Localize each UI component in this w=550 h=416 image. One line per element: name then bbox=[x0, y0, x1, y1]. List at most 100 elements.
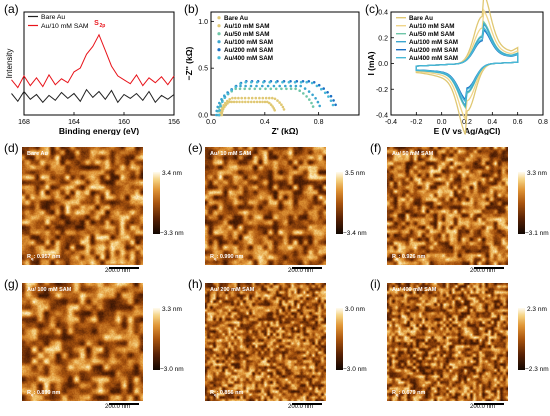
roughness-symbol: R bbox=[392, 390, 396, 396]
data-point bbox=[305, 95, 308, 98]
data-point bbox=[230, 88, 233, 92]
data-point bbox=[334, 103, 337, 107]
data-point bbox=[274, 87, 278, 91]
scale-bar-label: 200.0 nm bbox=[470, 268, 496, 274]
data-point bbox=[310, 81, 314, 85]
data-point bbox=[289, 87, 293, 91]
data-point bbox=[249, 84, 253, 88]
data-point bbox=[215, 109, 218, 113]
data-point bbox=[322, 87, 325, 90]
data-point bbox=[307, 90, 311, 93]
data-point bbox=[226, 102, 229, 105]
data-point bbox=[311, 105, 315, 108]
x-tick-label: 156 bbox=[168, 119, 180, 126]
data-point bbox=[228, 100, 231, 104]
x-tick-label: 0.4 bbox=[487, 119, 497, 126]
roughness-colon: : bbox=[216, 390, 220, 396]
legend-marker bbox=[217, 16, 221, 20]
legend-marker bbox=[217, 48, 221, 52]
data-point bbox=[226, 92, 230, 96]
scale-bar-label: 200.0 nm bbox=[105, 404, 131, 410]
colorbar-min-label: −3.0 nm bbox=[160, 366, 184, 373]
data-point bbox=[234, 85, 237, 88]
data-point bbox=[273, 109, 276, 112]
legend-marker bbox=[217, 56, 221, 60]
legend-label: Au/10 mM SAM bbox=[409, 23, 454, 30]
roughness-value: 0.679 nm bbox=[401, 390, 426, 396]
data-point bbox=[273, 97, 277, 101]
data-point bbox=[276, 99, 279, 102]
colorbar bbox=[518, 172, 525, 234]
s2p-annotation-sub: 2p bbox=[100, 23, 106, 29]
data-point bbox=[258, 100, 262, 104]
data-point bbox=[264, 87, 267, 91]
x-tick-label: -0.4 bbox=[385, 119, 397, 126]
data-point bbox=[262, 80, 265, 84]
series-line bbox=[11, 88, 175, 104]
data-point bbox=[269, 103, 273, 106]
data-point bbox=[228, 97, 231, 101]
data-point bbox=[269, 87, 273, 91]
roughness-symbol-sub: q bbox=[213, 392, 217, 398]
data-point bbox=[230, 100, 233, 104]
scale-bar-label: 200.0 nm bbox=[288, 268, 314, 274]
afm-sample-tag: Bare Au bbox=[27, 151, 48, 157]
data-point bbox=[308, 98, 311, 101]
data-point bbox=[234, 96, 237, 100]
data-point bbox=[239, 84, 242, 88]
legend-label: Au/200 mM SAM bbox=[224, 47, 273, 54]
data-point bbox=[305, 80, 308, 84]
panel-label-a: (a) bbox=[4, 2, 19, 16]
data-point bbox=[254, 96, 258, 100]
cv-curve bbox=[415, 26, 519, 104]
roughness-colon: : bbox=[33, 390, 37, 396]
data-point bbox=[298, 89, 301, 92]
data-point bbox=[244, 100, 247, 104]
colorbar-min-label: −3.0 nm bbox=[343, 366, 367, 373]
data-point bbox=[255, 80, 259, 84]
scale-bar bbox=[109, 403, 139, 405]
y-tick-label: 0.4 bbox=[378, 10, 388, 17]
data-point bbox=[224, 103, 228, 107]
afm-height-map bbox=[205, 283, 326, 401]
data-point bbox=[282, 108, 286, 111]
x-tick-label: 0.2 bbox=[462, 119, 472, 126]
colorbar-max-label: 3.4 nm bbox=[162, 170, 182, 177]
x-tick-label: 0.8 bbox=[314, 119, 324, 126]
afm-sample-tag: Au/ 400 mM SAM bbox=[392, 287, 437, 293]
cv-chart: -0.4 -0.2 0.0 0.2 0.4 0.6 0.8 -0.4 -0.2 0.0 0.2 0.4… bbox=[366, 0, 548, 135]
data-point bbox=[222, 104, 225, 107]
data-point bbox=[266, 84, 270, 88]
data-point bbox=[278, 101, 281, 104]
scale-bar-label: 200.0 nm bbox=[105, 268, 131, 274]
colorbar bbox=[336, 308, 343, 370]
plot-frame bbox=[23, 11, 175, 116]
data-point bbox=[326, 91, 329, 94]
x-tick-label: 168 bbox=[18, 119, 30, 126]
afm-sample-tag: Au/ 200 mM SAM bbox=[210, 287, 255, 293]
y-tick-label: 1.0 bbox=[198, 19, 208, 26]
data-point bbox=[238, 87, 242, 91]
scale-bar bbox=[292, 403, 322, 405]
data-point bbox=[268, 101, 271, 105]
data-point bbox=[299, 84, 302, 88]
data-point bbox=[312, 81, 316, 84]
data-point bbox=[284, 84, 287, 88]
colorbar bbox=[336, 172, 343, 234]
panel-label-f: (f) bbox=[370, 141, 382, 155]
data-point bbox=[271, 96, 274, 100]
x-tick-label: 0.4 bbox=[260, 119, 270, 126]
scale-bar bbox=[474, 403, 504, 405]
data-point bbox=[255, 84, 258, 88]
legend-label: Au/10 mM SAM bbox=[224, 23, 269, 30]
data-point bbox=[243, 87, 246, 91]
data-point bbox=[317, 83, 321, 87]
legend-label: Au/10 mM SAM bbox=[41, 23, 89, 30]
data-point bbox=[294, 87, 297, 91]
data-point bbox=[238, 100, 241, 104]
legend-marker bbox=[217, 32, 221, 36]
roughness-symbol-sub: q bbox=[30, 392, 34, 398]
legend-marker bbox=[217, 24, 221, 28]
panel-label-c: (c) bbox=[365, 2, 379, 16]
roughness-colon: : bbox=[398, 254, 402, 260]
